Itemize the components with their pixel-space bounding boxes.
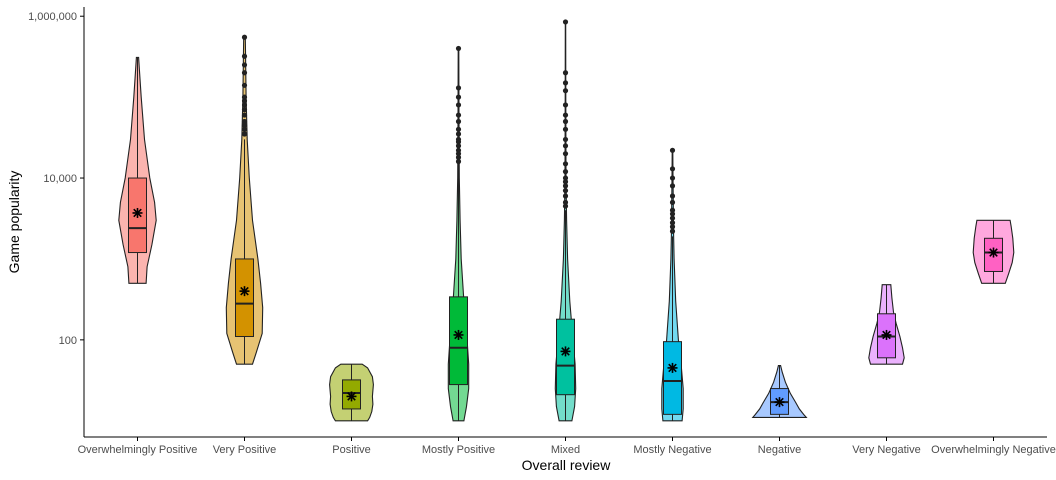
- y-tick-label: 1,000,000: [28, 11, 77, 23]
- outlier-point: [562, 183, 569, 189]
- y-tick-label: 10,000: [43, 173, 77, 185]
- outlier-point: [669, 147, 676, 153]
- x-tick-label: Negative: [758, 444, 801, 456]
- outlier-point: [669, 215, 676, 221]
- y-axis: 100 10,000 1,000,000: [28, 11, 84, 347]
- outlier-point: [455, 85, 462, 91]
- box: [556, 318, 575, 396]
- outlier-point: [669, 211, 676, 217]
- mean-marker: [132, 207, 143, 218]
- outlier-point: [562, 161, 569, 167]
- box: [449, 296, 468, 386]
- outlier-point: [241, 62, 248, 68]
- box: [663, 341, 682, 415]
- x-tick-label: Overwhelmingly Negative: [931, 444, 1056, 456]
- category-group: [972, 219, 1015, 284]
- outlier-point: [455, 112, 462, 118]
- outlier-point: [241, 118, 248, 125]
- mean-marker: [239, 286, 250, 297]
- outlier-point: [455, 45, 462, 52]
- outlier-point: [455, 118, 462, 125]
- outlier-point: [241, 70, 248, 76]
- outlier-point: [455, 131, 462, 137]
- outlier-point: [669, 175, 676, 181]
- outlier-point: [455, 136, 462, 143]
- y-tick-label: 100: [59, 335, 77, 347]
- x-tick-label: Mostly Positive: [422, 444, 495, 456]
- plot-area: [118, 19, 1015, 422]
- category-group: [118, 56, 157, 284]
- outlier-point: [562, 80, 569, 86]
- category-group: [751, 365, 808, 418]
- x-tick-label: Very Negative: [852, 444, 920, 456]
- outlier-point: [241, 112, 248, 118]
- category-group: [329, 363, 374, 422]
- mean-marker: [881, 329, 892, 340]
- outlier-point: [241, 102, 248, 108]
- outlier-point: [669, 166, 676, 172]
- category-group: [554, 19, 577, 422]
- outlier-point: [669, 228, 676, 234]
- mean-marker: [453, 329, 464, 340]
- y-axis-title: Game popularity: [6, 171, 22, 274]
- outlier-point: [562, 169, 569, 175]
- outlier-point: [241, 107, 248, 113]
- outlier-point: [241, 98, 248, 104]
- outlier-point: [241, 122, 248, 128]
- outlier-point: [455, 147, 462, 153]
- outlier-point: [455, 143, 462, 149]
- outlier-point: [562, 203, 569, 209]
- outlier-point: [669, 193, 676, 199]
- outlier-point: [562, 143, 569, 149]
- outlier-point: [562, 136, 569, 143]
- outlier-point: [562, 19, 569, 25]
- outlier-point: [562, 88, 569, 94]
- x-axis-title: Overall review: [522, 457, 612, 473]
- outlier-point: [562, 179, 569, 185]
- outlier-point: [562, 102, 569, 108]
- outlier-point: [562, 199, 569, 205]
- outlier-point: [241, 94, 248, 100]
- outlier-point: [562, 126, 569, 132]
- x-tick-label: Overwhelmingly Positive: [78, 444, 198, 456]
- mean-marker: [346, 391, 357, 402]
- outlier-point: [562, 187, 569, 194]
- x-tick-label: Mixed: [551, 444, 580, 456]
- outlier-point: [241, 34, 248, 40]
- outlier-point: [241, 82, 248, 88]
- x-tick-label: Positive: [332, 444, 371, 456]
- category-group: [868, 284, 905, 365]
- outlier-point: [455, 102, 462, 108]
- outlier-point: [669, 220, 676, 226]
- outlier-point: [669, 199, 676, 205]
- x-axis: Overwhelmingly Positive Very Positive Posi…: [78, 437, 1056, 456]
- outlier-point: [669, 183, 676, 189]
- outlier-point: [455, 126, 462, 132]
- outlier-point: [562, 112, 569, 118]
- outlier-point: [669, 224, 676, 230]
- outlier-point: [562, 175, 569, 181]
- outlier-point: [562, 193, 569, 199]
- mean-marker: [774, 397, 785, 408]
- outlier-point: [455, 94, 462, 100]
- outlier-point: [241, 53, 248, 59]
- outlier-point: [241, 131, 248, 137]
- outlier-point: [562, 118, 569, 125]
- category-group: [447, 45, 470, 422]
- mean-marker: [560, 346, 571, 357]
- category-group: [225, 34, 264, 365]
- outlier-point: [562, 151, 569, 157]
- box: [235, 258, 254, 338]
- outlier-point: [669, 207, 676, 213]
- outlier-point: [455, 154, 462, 160]
- x-tick-label: Very Positive: [213, 444, 277, 456]
- outlier-point: [455, 158, 462, 165]
- mean-marker: [667, 362, 678, 373]
- outlier-point: [562, 70, 569, 76]
- category-group: [661, 147, 684, 422]
- mean-marker: [988, 247, 999, 258]
- outlier-point: [241, 126, 248, 132]
- x-tick-label: Mostly Negative: [633, 444, 711, 456]
